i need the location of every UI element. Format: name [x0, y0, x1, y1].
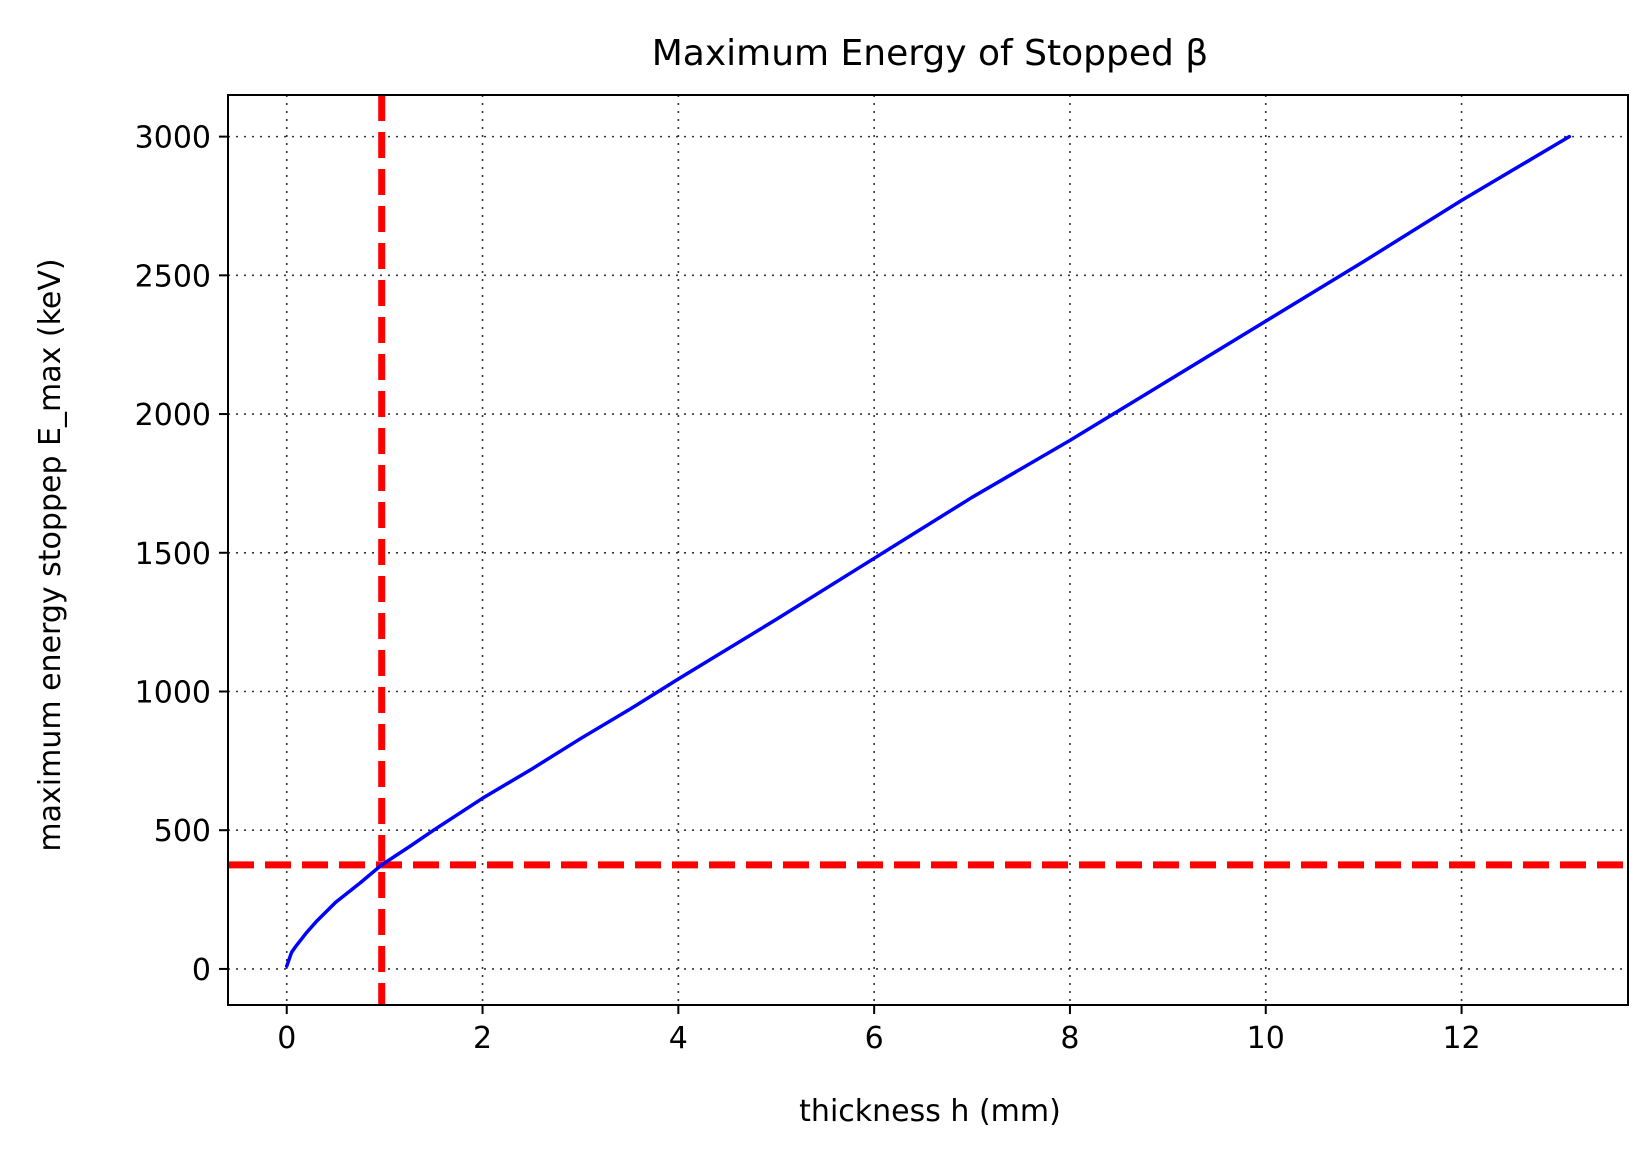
y-tick-label: 1000	[135, 675, 211, 710]
x-tick-label: 0	[277, 1021, 296, 1056]
y-tick-label: 0	[192, 953, 211, 988]
x-tick-label: 12	[1442, 1021, 1480, 1056]
x-tick-label: 4	[669, 1021, 688, 1056]
y-tick-label: 500	[154, 814, 211, 849]
x-tick-label: 8	[1060, 1021, 1079, 1056]
y-tick-label: 2000	[135, 398, 211, 433]
ticks: 0 2 4 6 8 10 12 0 500 1000 1500 2000 2500 3000	[135, 121, 1481, 1056]
grid	[228, 95, 1628, 1005]
x-axis-label: thickness h (mm)	[799, 1094, 1061, 1129]
x-tick-label: 6	[865, 1021, 884, 1056]
y-tick-label: 1500	[135, 537, 211, 572]
chart-title: Maximum Energy of Stopped β	[652, 33, 1209, 74]
x-tick-label: 2	[473, 1021, 492, 1056]
series-line	[284, 134, 1572, 968]
plot-frame	[227, 94, 1629, 1006]
y-tick-label: 3000	[135, 121, 211, 156]
plot-data	[228, 95, 1628, 1005]
y-tick-label: 2500	[135, 259, 211, 294]
y-axis-label: maximum energy stoppep E_max (keV)	[33, 258, 68, 851]
x-tick-label: 10	[1247, 1021, 1285, 1056]
